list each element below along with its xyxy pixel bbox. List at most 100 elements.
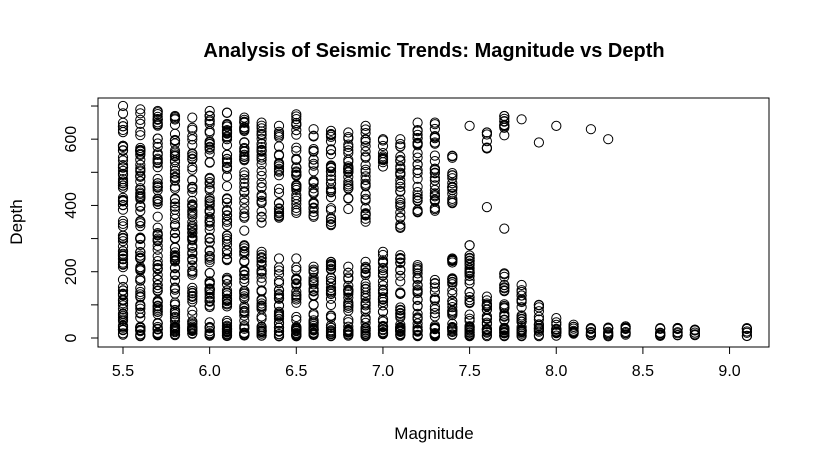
- data-point: [135, 104, 146, 115]
- data-point: [239, 154, 250, 165]
- data-point: [395, 328, 406, 340]
- data-point: [152, 285, 163, 296]
- data-point: [308, 203, 319, 214]
- data-point: [117, 218, 129, 229]
- data-point: [187, 231, 198, 242]
- data-point: [325, 212, 337, 223]
- data-point: [516, 279, 527, 291]
- data-point: [533, 299, 545, 310]
- data-point: [325, 144, 337, 155]
- data-point: [447, 173, 458, 184]
- data-point: [169, 327, 181, 338]
- data-point: [447, 253, 458, 264]
- data-point: [117, 168, 129, 179]
- data-point: [239, 177, 250, 189]
- data-point: [221, 140, 233, 151]
- data-point: [239, 256, 250, 267]
- data-point: [325, 203, 337, 214]
- data-point: [135, 163, 146, 174]
- data-point: [256, 277, 267, 288]
- x-tick-label: 7.0: [372, 363, 394, 380]
- data-point: [169, 269, 181, 280]
- data-point: [464, 315, 475, 327]
- data-point: [204, 317, 215, 328]
- data-point: [325, 288, 337, 300]
- data-point: [117, 309, 129, 320]
- data-point: [464, 313, 475, 324]
- data-point: [343, 203, 354, 215]
- data-point: [481, 301, 492, 312]
- data-point: [412, 330, 423, 341]
- data-point: [204, 220, 215, 231]
- data-point: [239, 240, 250, 251]
- data-point: [117, 215, 129, 227]
- data-point: [325, 125, 337, 136]
- data-point: [551, 319, 562, 330]
- data-point: [187, 316, 198, 327]
- data-point: [204, 250, 215, 262]
- data-point: [152, 211, 163, 222]
- data-point: [152, 318, 163, 329]
- data-point: [325, 131, 337, 142]
- data-point: [343, 317, 354, 328]
- data-point: [291, 253, 302, 264]
- data-point: [395, 200, 406, 211]
- data-point: [464, 270, 475, 282]
- data-point: [117, 200, 129, 211]
- x-axis: 5.5 6.0 6.5 7.0 7.5 8.0 8.5 9.0: [112, 346, 741, 380]
- data-point: [204, 195, 215, 206]
- data-point: [187, 247, 198, 258]
- data-point: [117, 230, 129, 241]
- data-point: [273, 141, 285, 152]
- data-point: [395, 167, 406, 178]
- data-point: [343, 132, 354, 143]
- data-point: [187, 112, 198, 123]
- data-point: [447, 273, 458, 284]
- data-point: [221, 161, 233, 172]
- data-point: [239, 203, 250, 214]
- data-point: [412, 260, 423, 271]
- data-point: [152, 105, 163, 117]
- data-point: [169, 172, 181, 183]
- data-point: [273, 325, 285, 336]
- data-point: [343, 289, 354, 300]
- data-point: [169, 183, 181, 194]
- data-point: [117, 174, 129, 185]
- data-point: [395, 197, 406, 208]
- data-point: [377, 246, 389, 257]
- data-point: [239, 247, 250, 258]
- data-point: [447, 318, 458, 329]
- data-point: [117, 257, 129, 268]
- data-point: [204, 139, 215, 150]
- data-point: [187, 267, 198, 278]
- data-point: [447, 302, 458, 313]
- data-point: [204, 207, 215, 218]
- data-point: [343, 147, 354, 158]
- data-point: [187, 265, 198, 276]
- data-point: [169, 288, 181, 299]
- data-point: [169, 262, 181, 273]
- data-point: [135, 130, 146, 141]
- x-tick-label: 8.0: [545, 363, 567, 380]
- data-point: [135, 154, 146, 165]
- data-point: [308, 206, 319, 218]
- data-point: [308, 211, 319, 222]
- data-point: [204, 268, 215, 279]
- data-point: [135, 183, 146, 194]
- data-point: [377, 157, 389, 168]
- y-axis-label: Depth: [7, 199, 26, 244]
- data-point: [360, 151, 371, 162]
- data-point: [551, 313, 562, 324]
- data-point: [221, 288, 233, 299]
- data-point: [325, 166, 337, 177]
- data-point: [239, 327, 250, 338]
- data-point: [429, 123, 440, 135]
- data-point: [135, 286, 146, 298]
- data-point: [117, 251, 129, 262]
- data-point: [239, 320, 250, 331]
- data-point: [239, 181, 250, 193]
- data-point: [325, 272, 337, 283]
- data-point: [291, 289, 302, 300]
- data-point: [204, 141, 215, 152]
- data-point: [377, 262, 389, 274]
